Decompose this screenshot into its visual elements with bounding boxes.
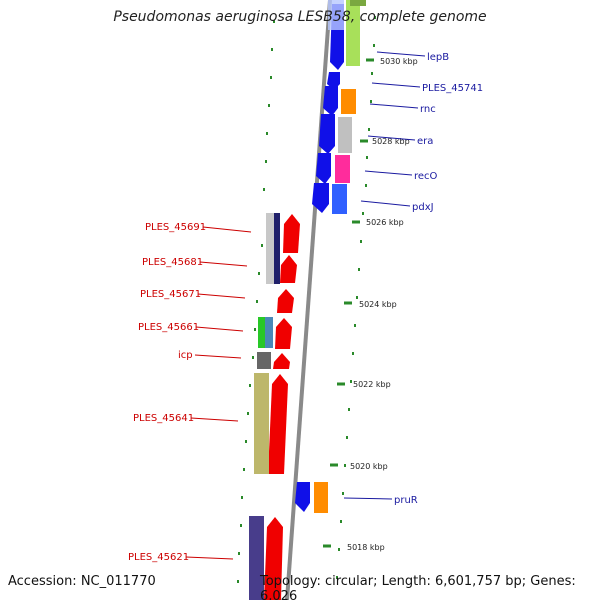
label-recO[interactable]: recO	[414, 171, 438, 182]
reverse-strand-genes	[295, 4, 344, 512]
cds-icp-block	[257, 352, 271, 369]
scale-label-5026: 5026 kbp	[366, 218, 404, 227]
label-lepB[interactable]: lepB	[427, 52, 449, 63]
cds-era-block	[338, 117, 352, 153]
tick-ring-right	[336, 16, 376, 579]
map-title: Pseudomonas aeruginosa LESB58, complete …	[113, 9, 487, 25]
gene-icp-arrow[interactable]	[273, 353, 290, 369]
gene-rnc-arrow[interactable]	[323, 86, 338, 116]
gene-PLES_45671-arrow[interactable]	[277, 289, 294, 313]
forward-label-leaders	[185, 226, 252, 560]
cds-rnc-block	[341, 89, 356, 114]
cds-PLES_45641-block	[254, 373, 269, 474]
label-PLES_45661[interactable]: PLES_45661	[138, 322, 199, 333]
scale-ticks	[323, 58, 374, 548]
gene-PLES_45641-arrow[interactable]	[268, 374, 288, 474]
scale-label-5024: 5024 kbp	[359, 300, 397, 309]
scale-label-5018: 5018 kbp	[347, 543, 385, 552]
cds-lepB-block	[346, 0, 360, 66]
cds-recO-block	[335, 155, 350, 183]
gene-pdxJ-arrow[interactable]	[312, 183, 329, 213]
cds-PLES_45621-block	[249, 516, 264, 600]
cds-pruR-block	[314, 482, 328, 513]
cds-lepB-cap	[350, 0, 366, 6]
scale-label-5030: 5030 kbp	[380, 57, 418, 66]
scale-label-5020: 5020 kbp	[350, 462, 388, 471]
scale-label-5028: 5028 kbp	[372, 137, 410, 146]
scale-label-5022: 5022 kbp	[353, 380, 391, 389]
cds-PLES_45661-green	[258, 317, 265, 348]
accession-text: Accession: NC_011770	[8, 574, 156, 589]
cds-top-lightblue	[328, 0, 344, 30]
gene-PLES_45741-arrow[interactable]	[327, 72, 340, 90]
cds-PLES_45691-navy	[274, 213, 280, 284]
label-PLES_45671[interactable]: PLES_45671	[140, 289, 201, 300]
gene-PLES_45691-arrow[interactable]	[283, 214, 300, 253]
genome-backbone	[285, 0, 332, 600]
cds-PLES_45661-steel	[265, 317, 273, 348]
cds-PLES_45691-grey	[266, 213, 274, 284]
label-rnc[interactable]: rnc	[420, 104, 436, 115]
gene-pruR-arrow[interactable]	[295, 482, 310, 512]
forward-strand-genes	[264, 214, 300, 600]
label-icp[interactable]: icp	[178, 350, 193, 361]
gene-PLES_45681-arrow[interactable]	[280, 255, 297, 283]
label-PLES_45681[interactable]: PLES_45681	[142, 257, 203, 268]
reverse-label-leaders	[343, 51, 426, 500]
cds-pdxJ-block	[332, 184, 347, 214]
label-pdxJ[interactable]: pdxJ	[412, 202, 434, 213]
gene-recO-arrow[interactable]	[316, 153, 331, 184]
label-PLES_45621[interactable]: PLES_45621	[128, 552, 189, 563]
label-PLES_45741[interactable]: PLES_45741	[422, 83, 483, 94]
tick-ring-left	[237, 20, 275, 583]
label-PLES_45691[interactable]: PLES_45691	[145, 222, 206, 233]
label-era[interactable]: era	[417, 136, 433, 147]
topology-text: Topology: circular; Length: 6,601,757 bp…	[260, 574, 576, 600]
gene-PLES_45621-arrow[interactable]	[264, 517, 283, 600]
gene-PLES_45661-arrow[interactable]	[275, 318, 292, 349]
label-PLES_45641[interactable]: PLES_45641	[133, 413, 194, 424]
label-pruR[interactable]: pruR	[394, 495, 418, 506]
gene-era-arrow[interactable]	[319, 114, 335, 154]
